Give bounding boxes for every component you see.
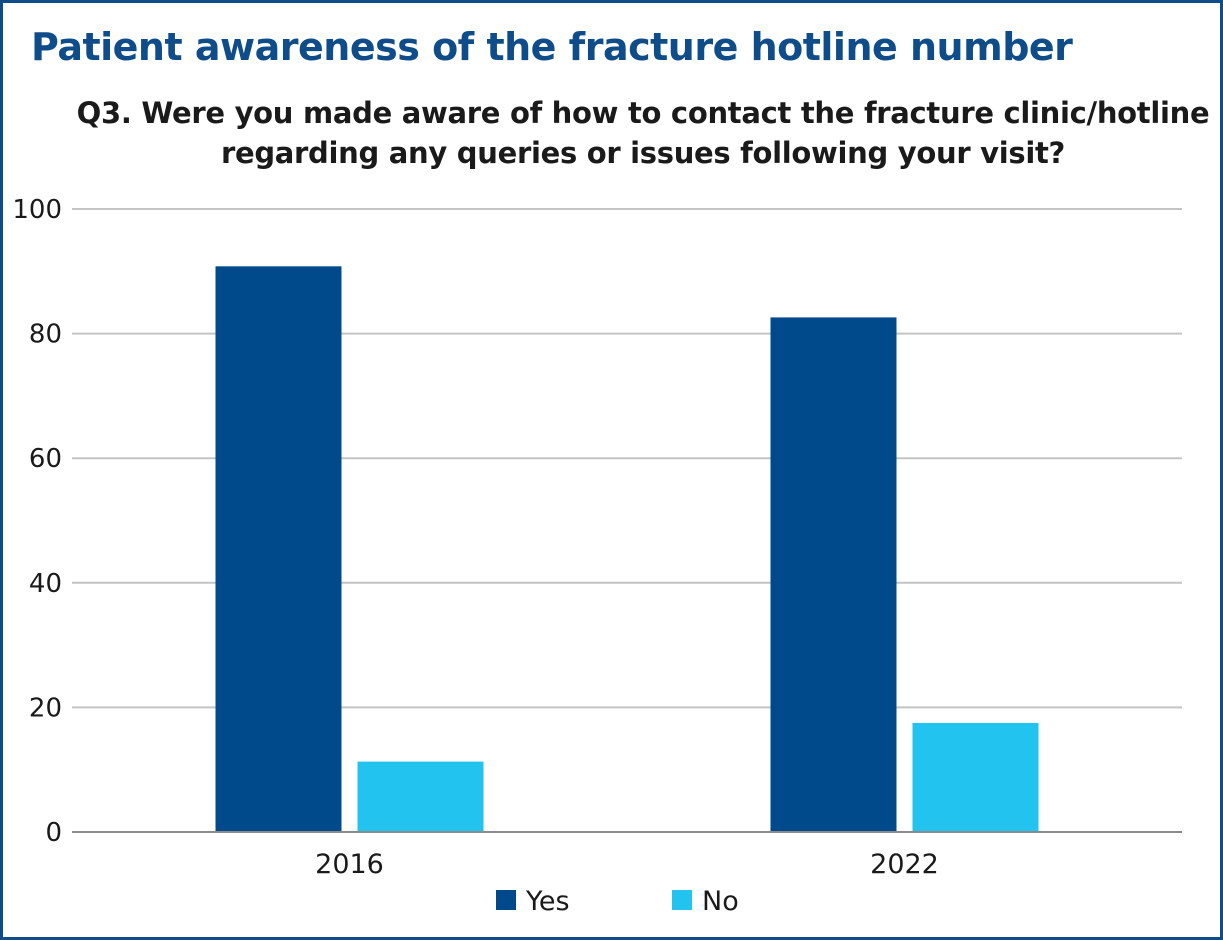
x-tick-label: 2022	[870, 849, 939, 880]
bars	[215, 266, 1039, 833]
x-axis-tick-labels: 2016 2022	[315, 849, 939, 880]
y-tick-label: 0	[45, 818, 62, 848]
chart-subtitle-line-1: Q3. Were you made aware of how to contac…	[76, 96, 1210, 130]
legend: Yes No	[496, 886, 739, 917]
y-axis-tick-labels: 0 20 40 60 80 100	[12, 195, 62, 848]
y-tick-label: 100	[12, 195, 62, 225]
y-tick-label: 40	[29, 569, 62, 599]
legend-swatch-no	[672, 890, 692, 910]
bar-no-2016	[357, 761, 484, 832]
legend-label-no: No	[702, 886, 739, 917]
legend-label-yes: Yes	[525, 886, 570, 917]
y-tick-label: 60	[29, 444, 62, 474]
bar-yes-2016	[215, 266, 342, 832]
x-tick-label: 2016	[315, 849, 384, 880]
bar-yes-2022	[770, 317, 897, 833]
chart-title: Patient awareness of the fracture hotlin…	[31, 25, 1073, 69]
y-tick-label: 20	[29, 693, 62, 723]
bar-no-2022	[912, 722, 1039, 832]
y-tick-label: 80	[29, 320, 62, 350]
chart-subtitle-line-2: regarding any queries or issues followin…	[220, 136, 1066, 170]
legend-swatch-yes	[496, 890, 516, 910]
chart-subtitle: Q3. Were you made aware of how to contac…	[63, 93, 1223, 173]
